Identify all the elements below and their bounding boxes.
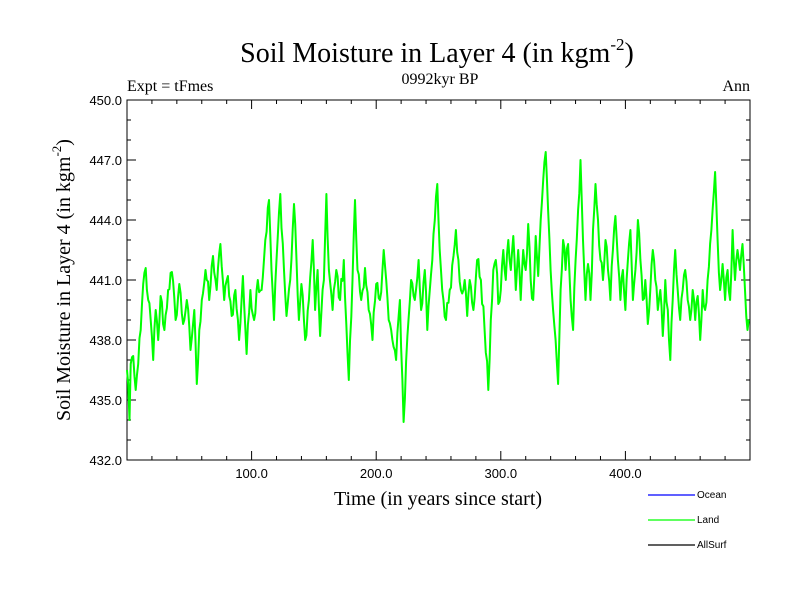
- subtitle-center: 0992kyr BP: [402, 71, 479, 88]
- legend: Ocean Land AllSurf: [648, 490, 727, 551]
- x-axis-label: Time (in years since start): [334, 488, 542, 510]
- y-tick-label: 432.0: [89, 453, 122, 468]
- subtitle-left: Expt = tFmes: [127, 78, 213, 95]
- x-tick-label: 400.0: [609, 466, 642, 481]
- legend-label-allsurf: AllSurf: [697, 540, 727, 551]
- axis-ticks: 100.0 200.0 300.0 400.0 432.0 435.0 438.0 441.0…: [89, 93, 750, 481]
- plot-area: [126, 99, 751, 461]
- x-tick-label: 200.0: [360, 466, 393, 481]
- legend-label-ocean: Ocean: [697, 490, 726, 501]
- legend-label-land: Land: [697, 515, 719, 526]
- y-tick-label: 438.0: [89, 333, 122, 348]
- y-tick-label: 450.0: [89, 93, 122, 108]
- x-tick-label: 100.0: [235, 466, 268, 481]
- series-line-land: [126, 151, 750, 423]
- chart-title: Soil Moisture in Layer 4 (in kgm-2): [240, 35, 634, 69]
- y-axis-label: Soil Moisture in Layer 4 (in kgm-2): [49, 139, 75, 421]
- subtitle-right: Ann: [722, 78, 750, 95]
- y-tick-label: 447.0: [89, 153, 122, 168]
- series-layer: [126, 151, 750, 423]
- y-tick-label: 444.0: [89, 213, 122, 228]
- y-tick-label: 435.0: [89, 393, 122, 408]
- y-tick-label: 441.0: [89, 273, 122, 288]
- plot-frame: [126, 99, 751, 461]
- x-tick-label: 300.0: [485, 466, 518, 481]
